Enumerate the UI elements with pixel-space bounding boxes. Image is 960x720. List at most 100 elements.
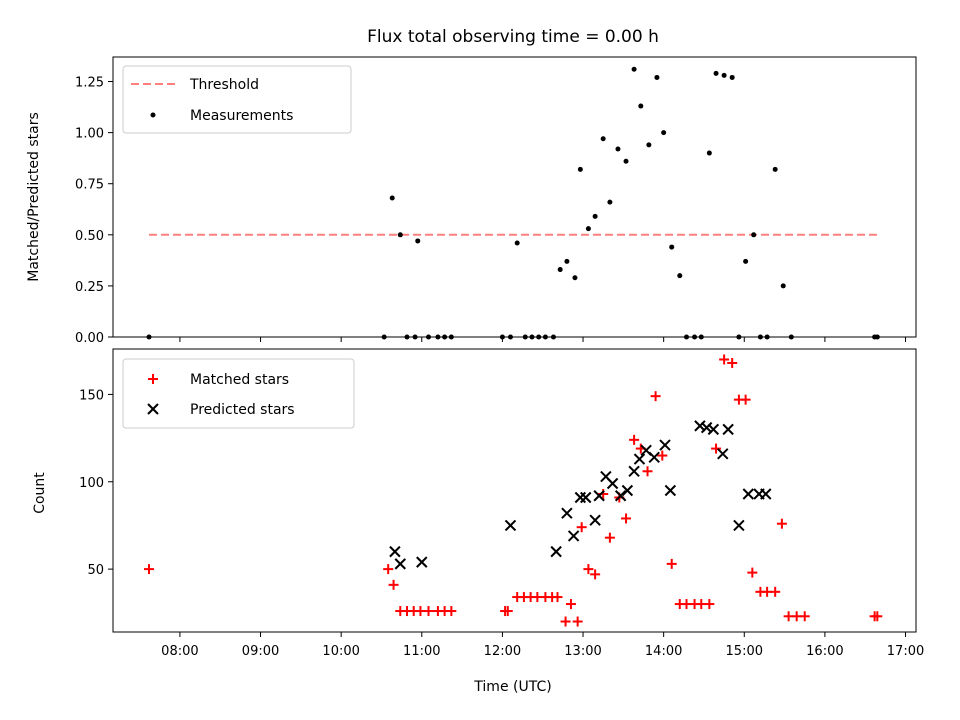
legend-matched-swatch: [148, 374, 158, 384]
x-tick-label: 09:00: [242, 644, 279, 659]
matched-star-point: [502, 606, 513, 617]
predicted-star-point: [628, 465, 640, 477]
matched-star-point: [740, 394, 751, 405]
top-axes-frame: [112, 56, 917, 338]
predicted-star-point: [589, 514, 601, 526]
matched-star-point: [446, 606, 457, 617]
matched-star-point: [719, 354, 730, 365]
predicted-star-point: [593, 490, 605, 502]
predicted-star-point: [733, 519, 745, 532]
measurement-point: [585, 226, 591, 232]
matched-star-point: [776, 518, 787, 529]
predicted-star-point: [580, 491, 592, 504]
y-tick-label: 0.75: [75, 178, 104, 193]
matched-star-point: [747, 567, 758, 578]
measurement-point: [677, 273, 683, 279]
top-y-ticks: 0.00 0.25 0.50 0.75 1.00 1.25: [75, 76, 113, 346]
matched-star-point: [711, 443, 722, 454]
matched-star-point: [770, 586, 781, 597]
y-tick-label: 0.00: [75, 331, 104, 346]
x-tick-label: 12:00: [484, 644, 521, 659]
measurement-point: [397, 232, 403, 238]
measurement-point: [654, 74, 660, 80]
matched-star-point: [727, 357, 738, 368]
measurement-point: [389, 195, 395, 201]
measurement-point: [623, 158, 629, 164]
bottom-y-axis-label: Count: [32, 472, 48, 514]
top-y-axis-label: Matched/Predicted stars: [26, 112, 42, 282]
x-tick-label: 13:00: [564, 644, 601, 659]
matched-star-point: [629, 434, 640, 445]
predicted-star-point: [614, 490, 627, 502]
matched-star-point: [383, 564, 394, 575]
matched-star-point: [388, 579, 399, 590]
y-tick-label: 1.25: [75, 76, 104, 91]
bottom-y-ticks: 50 100 150: [79, 388, 113, 578]
top-legend-box: [122, 65, 352, 134]
measurement-point: [721, 72, 727, 78]
y-tick-label: 0.50: [75, 229, 104, 244]
predicted-star-point: [504, 519, 517, 532]
matched-star-point: [144, 564, 155, 575]
measurement-point: [772, 166, 778, 172]
legend-threshold-label: Threshold: [189, 77, 259, 93]
matched-star-point: [576, 522, 587, 533]
measurement-point: [713, 70, 719, 76]
predicted-star-point: [659, 439, 671, 451]
legend-measurements-swatch: [150, 112, 156, 118]
matched-star-point: [666, 558, 677, 569]
measurement-point: [600, 136, 606, 142]
predicted-star-point: [416, 556, 428, 568]
x-tick-label: 16:00: [806, 644, 843, 659]
x-tick-label: 08:00: [161, 644, 198, 659]
bottom-legend-box: [122, 358, 355, 429]
measurement-point: [669, 244, 675, 250]
predicted-star-point: [707, 423, 720, 436]
predicted-star-point: [722, 423, 734, 436]
bottom-x-ticks: 08:00 09:00 10:00 11:00 12:00 13:00 14:00 15:00…: [161, 632, 924, 659]
predicted-star-point: [694, 420, 706, 432]
measurement-point: [780, 283, 786, 289]
matched-star-point: [872, 611, 883, 622]
measurement-point: [577, 166, 583, 172]
measurement-point: [592, 213, 598, 219]
matched-star-point: [572, 616, 583, 627]
legend-predicted-label: Predicted stars: [190, 402, 295, 418]
matched-star-point: [560, 616, 571, 627]
top-panel: 0.00 0.25 0.50 0.75 1.00 1.25 Matched/Predict…: [26, 56, 917, 346]
matched-star-point: [650, 391, 661, 402]
matched-stars-points: [144, 354, 883, 627]
x-tick-label: 10:00: [322, 644, 359, 659]
y-tick-label: 150: [79, 388, 104, 403]
matched-star-point: [621, 513, 632, 524]
predicted-star-point: [550, 545, 562, 558]
measurement-point: [514, 240, 520, 246]
measurement-point: [751, 232, 757, 238]
predicted-star-point: [700, 421, 713, 434]
legend-predicted-swatch: [147, 403, 159, 415]
predicted-star-point: [648, 451, 660, 464]
bottom-legend: Matched stars Predicted stars: [122, 358, 355, 429]
top-legend: Threshold Measurements: [122, 65, 352, 134]
predicted-star-point: [606, 477, 619, 490]
bottom-axes-frame: [112, 348, 917, 633]
matched-star-point: [657, 450, 668, 461]
matched-star-point: [590, 569, 601, 580]
measurement-point: [743, 258, 749, 264]
predicted-star-point: [389, 545, 401, 558]
measurement-point: [564, 258, 570, 264]
measurement-point: [638, 103, 644, 109]
predicted-star-point: [567, 530, 580, 542]
measurement-point: [661, 130, 667, 136]
y-tick-label: 100: [79, 476, 104, 491]
predicted-star-point: [717, 448, 729, 460]
x-tick-label: 11:00: [403, 644, 440, 659]
matched-star-point: [704, 599, 715, 610]
predicted-star-point: [633, 453, 646, 465]
predicted-star-point: [760, 488, 772, 500]
x-tick-label: 17:00: [887, 644, 924, 659]
chart-title: Flux total observing time = 0.00 h: [367, 27, 659, 47]
matched-star-point: [799, 611, 810, 622]
measurement-point: [607, 199, 613, 205]
